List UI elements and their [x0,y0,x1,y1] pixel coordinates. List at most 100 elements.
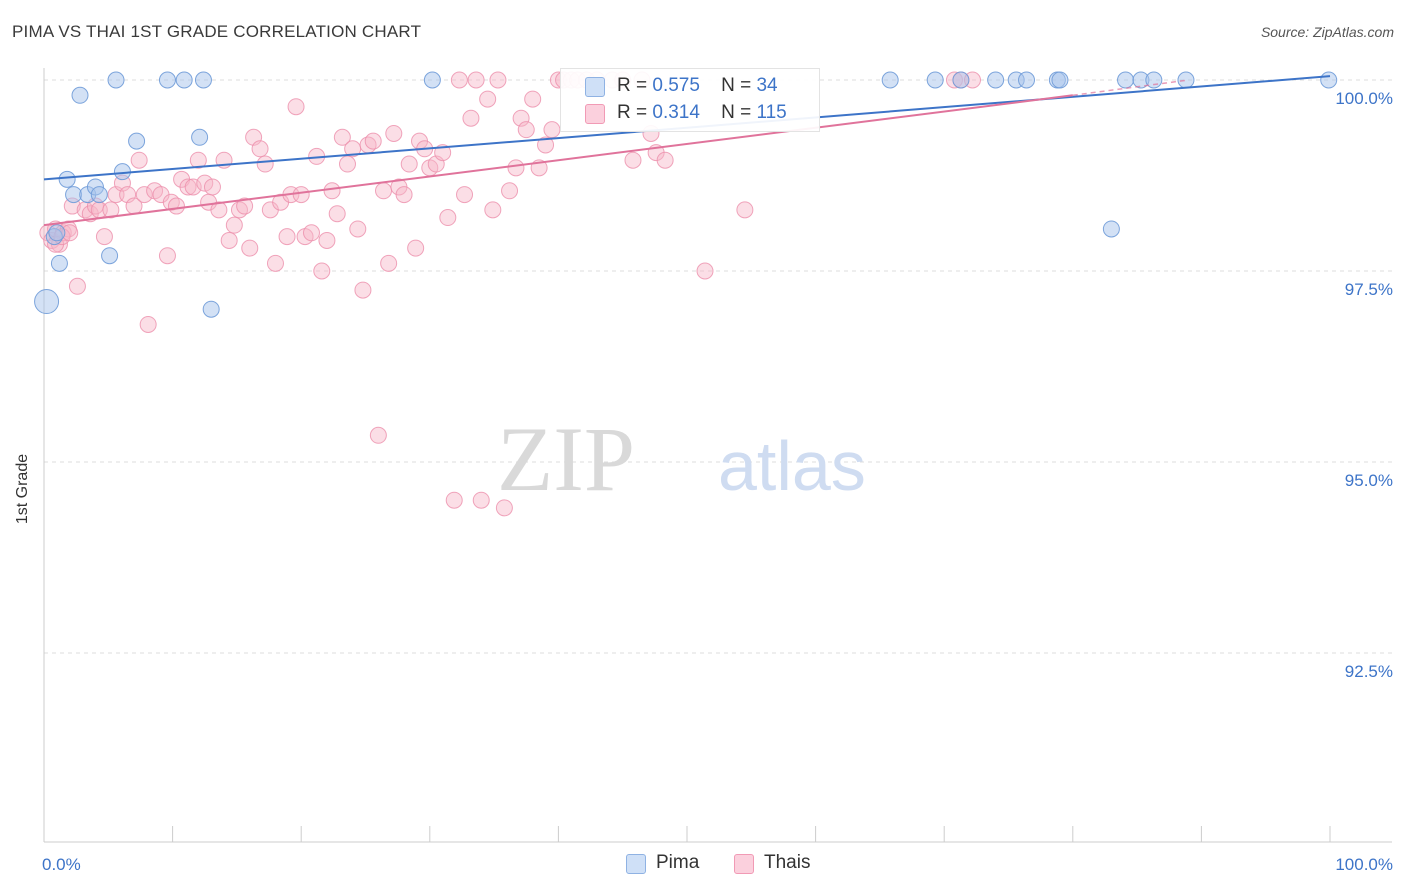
pima-point [1102,220,1120,238]
thai-point [68,277,86,295]
pima-point [58,170,76,188]
bottom-thais-label: Thais [764,852,811,873]
thai-r-value: 0.314 [652,102,700,123]
thai-point [736,201,754,219]
pima-point [202,300,220,318]
thai-point [696,262,714,280]
pima-point [71,86,89,104]
thai-point [524,90,542,108]
thai-point [179,178,197,196]
thai-r-label: R = [617,102,648,123]
thai-swatch [585,104,605,124]
thai-point [203,178,221,196]
pima-point [90,186,108,204]
watermark-zip: ZIP [497,408,635,510]
pima-point [191,128,209,146]
legend-text-thai: R = 0.314 N = 115 [617,102,787,124]
pima-point [423,71,441,89]
pima-point [1320,71,1338,89]
thai-trend-line [43,94,1073,227]
thai-point [517,121,535,139]
pima-n-label: N = [721,75,752,96]
pima-point [194,71,212,89]
y-tick-label: 95.0% [1345,471,1393,490]
thai-point [380,254,398,272]
thai-point [139,315,157,333]
thai-point [656,151,674,169]
thai-point [220,231,238,249]
thai-point [450,71,468,89]
thai-point [130,151,148,169]
pima-point [881,71,899,89]
thai-point [278,228,296,246]
thai-point [479,90,497,108]
thai-point [543,121,561,139]
thai-point [624,151,642,169]
thai-point [236,197,254,215]
chart-title: PIMA VS THAI 1ST GRADE CORRELATION CHART [12,22,422,41]
thai-point [189,151,207,169]
thai-point [456,186,474,204]
thai-point [338,155,356,173]
thai-point [256,155,274,173]
thai-point [135,186,153,204]
pima-point [158,71,176,89]
thai-point [313,262,331,280]
thai-point [395,186,413,204]
thai-point [251,140,269,158]
pima-point [952,71,970,89]
thai-point [364,132,382,150]
thai-n-label: N = [721,102,752,123]
pima-point [107,71,125,89]
legend-text-pima: R = 0.575 N = 34 [617,75,778,97]
pima-point [101,247,119,265]
pima-point [48,224,66,242]
thai-point [349,220,367,238]
thai-n-value: 115 [756,102,787,123]
y-tick-label: 92.5% [1345,662,1393,681]
thai-point [537,136,555,154]
y-axis-label: 1st Grade [14,453,32,525]
stats-legend: R = 0.575 N = 34 R = 0.314 N = 115 [560,68,820,132]
thai-point [292,186,310,204]
pima-point [128,132,146,150]
thai-point [375,182,393,200]
thai-point [484,201,502,219]
pima-point [1018,71,1036,89]
pima-point [1177,71,1195,89]
bottom-pima-swatch [626,854,646,874]
thai-point [439,209,457,227]
thai-point [462,109,480,127]
thai-point [445,491,463,509]
thai-point [501,182,519,200]
thai-point [333,128,351,146]
thai-point [369,426,387,444]
y-tick-label: 100.0% [1335,89,1393,108]
thai-point [354,281,372,299]
thai-point [323,182,341,200]
watermark-atlas: atlas [718,427,866,505]
thai-point [495,499,513,517]
thai-point [328,205,346,223]
x-tick-label: 100.0% [1335,855,1393,874]
thai-point [489,71,507,89]
thai-point [210,201,228,219]
thai-point [158,247,176,265]
thai-trend-extension [1072,79,1189,97]
pima-point [34,289,60,315]
pima-point [1051,71,1069,89]
bottom-pima-label: Pima [656,852,700,873]
thai-point [287,98,305,116]
thai-point [407,239,425,257]
bottom-thais-swatch [734,854,754,874]
thai-point [225,216,243,234]
pima-point [175,71,193,89]
thai-point [241,239,259,257]
thai-point [95,228,113,246]
pima-point [987,71,1005,89]
pima-point [926,71,944,89]
thai-point [167,197,185,215]
thai-point [385,124,403,142]
thai-point [318,231,336,249]
